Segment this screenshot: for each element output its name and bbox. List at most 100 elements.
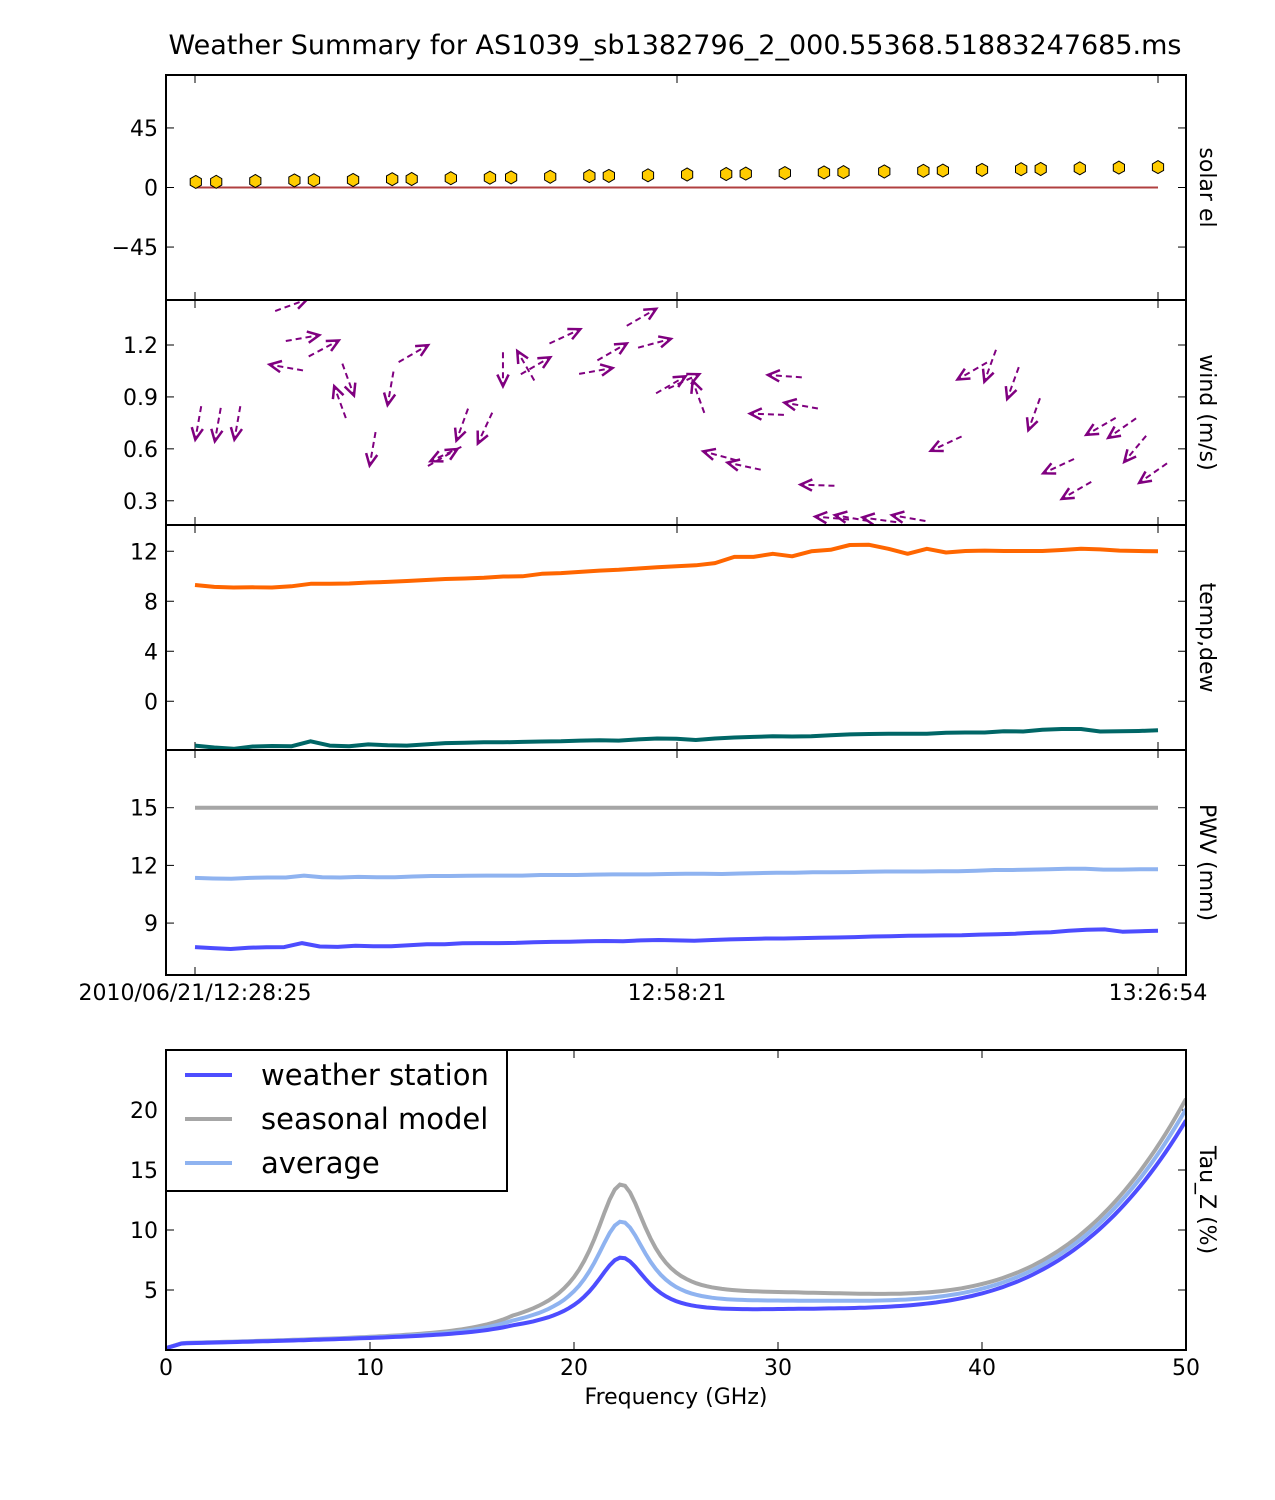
wind-arrow-shaft — [930, 435, 963, 452]
y-tick-label: 1.2 — [123, 334, 158, 359]
legend-label: average — [261, 1146, 380, 1180]
wind-arrow-shaft — [1027, 397, 1041, 431]
wind-arrow-shaft — [516, 350, 536, 381]
temp-line — [194, 542, 1159, 590]
wind-arrow-head — [427, 450, 444, 463]
wind-arrow-head — [229, 426, 244, 443]
x-tick-label: 0 — [159, 1356, 173, 1381]
wind-arrow-head — [297, 300, 309, 310]
wind-arrow-shaft — [596, 342, 628, 362]
time-tick-label: 13:26:54 — [1109, 981, 1208, 1006]
solar-el-point — [681, 167, 694, 182]
y-axis-label: solar el — [1194, 147, 1219, 227]
solar-el-point — [1034, 161, 1047, 177]
wind-arrow-shaft — [626, 307, 657, 327]
wind-arrow-head — [1040, 462, 1057, 475]
wind-arrow-shaft — [957, 361, 988, 381]
wind-arrow-head — [955, 368, 971, 381]
y-tick-label: 0.6 — [123, 438, 158, 463]
wind-arrow-shaft — [655, 375, 687, 395]
wind-arrow-head — [1122, 448, 1137, 465]
chart-title: Weather Summary for AS1039_sb1382796_2_0… — [168, 30, 1182, 61]
wind-arrow-shaft — [637, 337, 672, 349]
wind-arrow-head — [343, 382, 357, 399]
wind-arrow-shaft — [274, 300, 308, 312]
wind-arrow-shaft — [398, 344, 429, 364]
wind-arrow-shaft — [285, 334, 320, 343]
x-axis-label: Frequency (GHz) — [585, 1385, 768, 1410]
wind-arrow-head — [690, 378, 703, 395]
wind-arrows — [190, 300, 1168, 525]
solar-el-point — [544, 169, 557, 184]
y-tick-label: 0 — [144, 177, 158, 202]
tau-weather-station-line — [166, 1119, 1186, 1350]
legend: weather station seasonal model average — [165, 1049, 508, 1192]
wind-arrow-shaft — [386, 371, 395, 406]
wind-arrow-shaft — [194, 405, 203, 440]
wind-arrow-head — [700, 447, 717, 461]
solar-el-point — [1151, 160, 1165, 175]
wind-arrow-head — [889, 510, 905, 524]
y-tick-label: 45 — [130, 117, 158, 142]
solar-el-point — [583, 169, 596, 184]
solar-el-point — [1112, 160, 1125, 175]
wind-arrow-shaft — [891, 514, 926, 523]
wind-arrow-shaft — [703, 450, 737, 462]
wind-arrow-shaft — [1006, 366, 1020, 400]
y-tick-label: −45 — [112, 236, 158, 261]
wind-arrow-shaft — [333, 385, 347, 419]
solar-el-point — [307, 173, 321, 188]
wind-arrow-shaft — [520, 356, 551, 376]
solar-el-point — [210, 174, 223, 189]
wind-arrow-head — [643, 307, 659, 321]
y-tick-label: 12 — [130, 540, 158, 565]
wind-arrow-shaft — [800, 483, 835, 487]
solar-el-point — [1073, 161, 1086, 176]
wind-arrow-shaft — [767, 373, 802, 379]
solar-el-point — [405, 171, 418, 187]
solar-el-point — [1015, 162, 1028, 177]
wind-arrow-shaft — [727, 461, 761, 471]
wind-arrow-head — [781, 397, 798, 412]
wind-arrow-head — [190, 426, 204, 443]
solar-el-point — [778, 166, 791, 181]
y-tick-label: 0 — [144, 690, 158, 715]
solar-el-point — [739, 166, 752, 181]
wind-arrow-head — [765, 368, 781, 383]
x-tick-label: 10 — [356, 1356, 384, 1381]
wind-arrow-head — [496, 373, 510, 390]
y-tick-label: 9 — [144, 912, 158, 937]
plot-frame — [165, 749, 1187, 976]
wind-arrow-head — [306, 330, 323, 344]
wind-arrow-shaft — [1085, 416, 1117, 436]
solar-el-point — [975, 162, 989, 177]
wind-arrow-head — [599, 363, 616, 377]
wind-arrow-head — [1004, 385, 1018, 402]
wind-arrow-head — [325, 339, 342, 352]
y-tick-label: 15 — [130, 797, 158, 822]
wind-arrow-head — [476, 430, 489, 447]
wind-arrow-head — [928, 439, 944, 453]
y-tick-label: 10 — [130, 1219, 158, 1244]
wind-arrow-head — [210, 428, 224, 445]
wind-arrow-head — [724, 458, 741, 472]
wind-arrow-head — [1025, 417, 1039, 433]
wind-arrow-head — [364, 452, 379, 469]
wind-arrow-head — [515, 348, 529, 365]
wind-arrow-shaft — [784, 401, 819, 410]
solar-el-point — [817, 165, 831, 180]
wind-arrow-head — [832, 510, 848, 524]
wind-arrow-shaft — [368, 431, 377, 466]
time-tick-label: 12:58:21 — [628, 981, 727, 1006]
wind-arrow-shaft — [308, 339, 340, 358]
wind-arrow-head — [415, 343, 431, 357]
wind-arrow-head — [812, 510, 828, 525]
wind-arrow-head — [1136, 470, 1153, 485]
solar-el-point — [386, 172, 399, 187]
x-tick-label: 50 — [1172, 1356, 1200, 1381]
wind-arrow-head — [859, 512, 876, 525]
y-tick-label: 4 — [144, 640, 158, 665]
wind-arrow-shaft — [668, 373, 700, 390]
wind-arrow-head — [382, 392, 397, 408]
wind-arrow-shaft — [455, 408, 469, 441]
